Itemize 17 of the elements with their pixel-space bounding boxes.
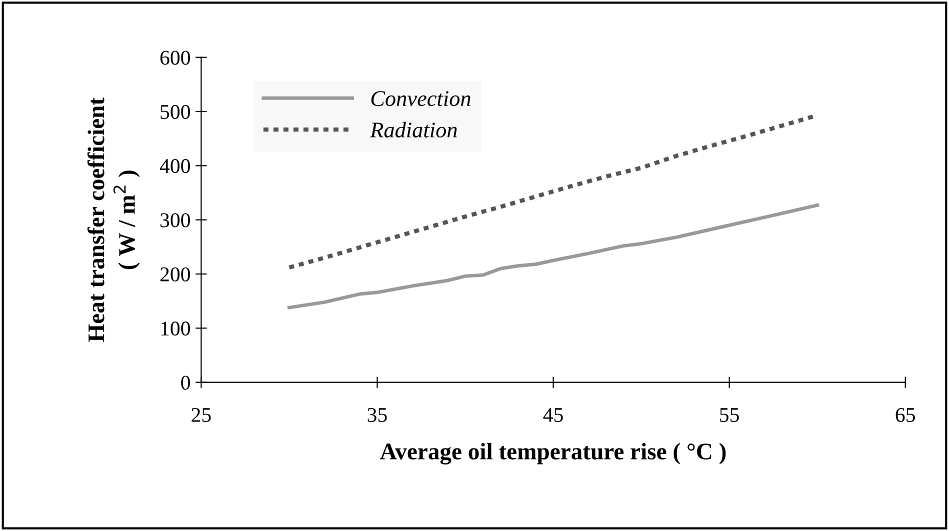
y-tick-label: 100 [161, 322, 190, 336]
y-tick-label: 0 [181, 376, 190, 390]
y-tick-label: 300 [160, 213, 190, 228]
y-tick-label: 600 [160, 50, 190, 65]
x-axis-title: Average oil temperature rise ( °C ) [380, 442, 726, 464]
legend-label: Convection [371, 91, 470, 106]
x-tick-label: 55 [720, 408, 739, 422]
y-tick-label: 200 [160, 267, 190, 282]
x-tick-label: 45 [543, 408, 563, 422]
x-tick-label: 65 [896, 408, 915, 422]
x-tick-label: 35 [368, 408, 387, 422]
x-tick-label: 25 [192, 408, 211, 422]
y-tick-label: 400 [160, 159, 190, 174]
y-axis-title: Heat transfer coefficient ( W / m$^{2}$ ) [87, 98, 140, 342]
line-series [287, 203, 820, 310]
y-tick-label: 500 [160, 104, 190, 119]
legend-label: Radiation [370, 122, 457, 138]
